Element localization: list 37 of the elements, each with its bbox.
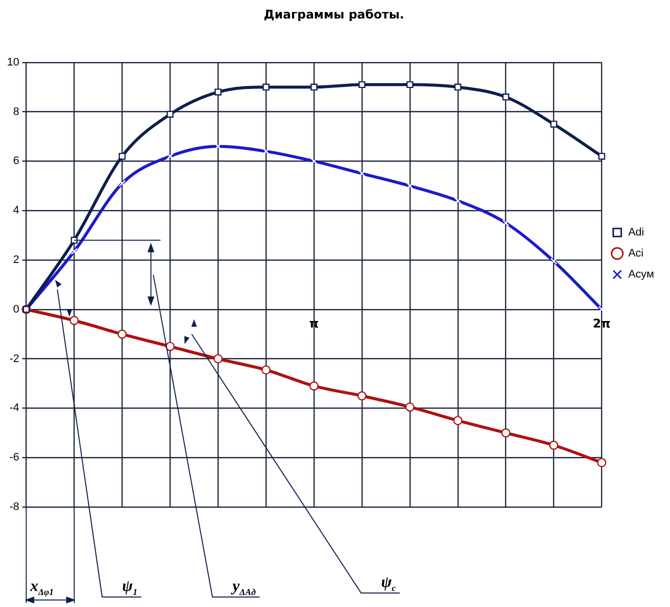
point (261, 365, 271, 375)
point (550, 120, 558, 128)
y-tick-label: 0 (13, 303, 20, 316)
point (406, 81, 414, 88)
point (598, 152, 606, 160)
point (357, 391, 367, 400)
point (70, 316, 79, 326)
y-tick-label: 4 (13, 204, 20, 217)
y-tick-label: 6 (13, 155, 20, 168)
point (166, 342, 175, 352)
y-tick-label: 2 (13, 254, 20, 266)
point (262, 84, 270, 91)
y-tick-label: -2 (9, 352, 20, 365)
legend-label: Adi (628, 226, 644, 239)
point (166, 110, 174, 118)
point (118, 152, 126, 160)
y-tick-label: 10 (6, 56, 20, 68)
point (213, 354, 223, 364)
point (214, 88, 222, 96)
point (549, 440, 558, 450)
point (502, 94, 510, 100)
y-tick-label: -8 (9, 501, 20, 514)
point (454, 84, 462, 91)
y-tick-label: -4 (9, 402, 20, 414)
point (358, 81, 366, 88)
y-tick-label: -6 (9, 452, 20, 464)
point (310, 84, 318, 91)
y-tick-label: 8 (13, 106, 20, 118)
point (118, 330, 127, 339)
chart-title: Диаграммы работы. (264, 7, 404, 22)
legend-label: Acум (628, 268, 654, 281)
legend-label: Aci (628, 248, 644, 260)
point (501, 428, 510, 438)
point (405, 402, 414, 412)
point (597, 458, 606, 468)
point (309, 381, 319, 391)
point (453, 416, 462, 426)
